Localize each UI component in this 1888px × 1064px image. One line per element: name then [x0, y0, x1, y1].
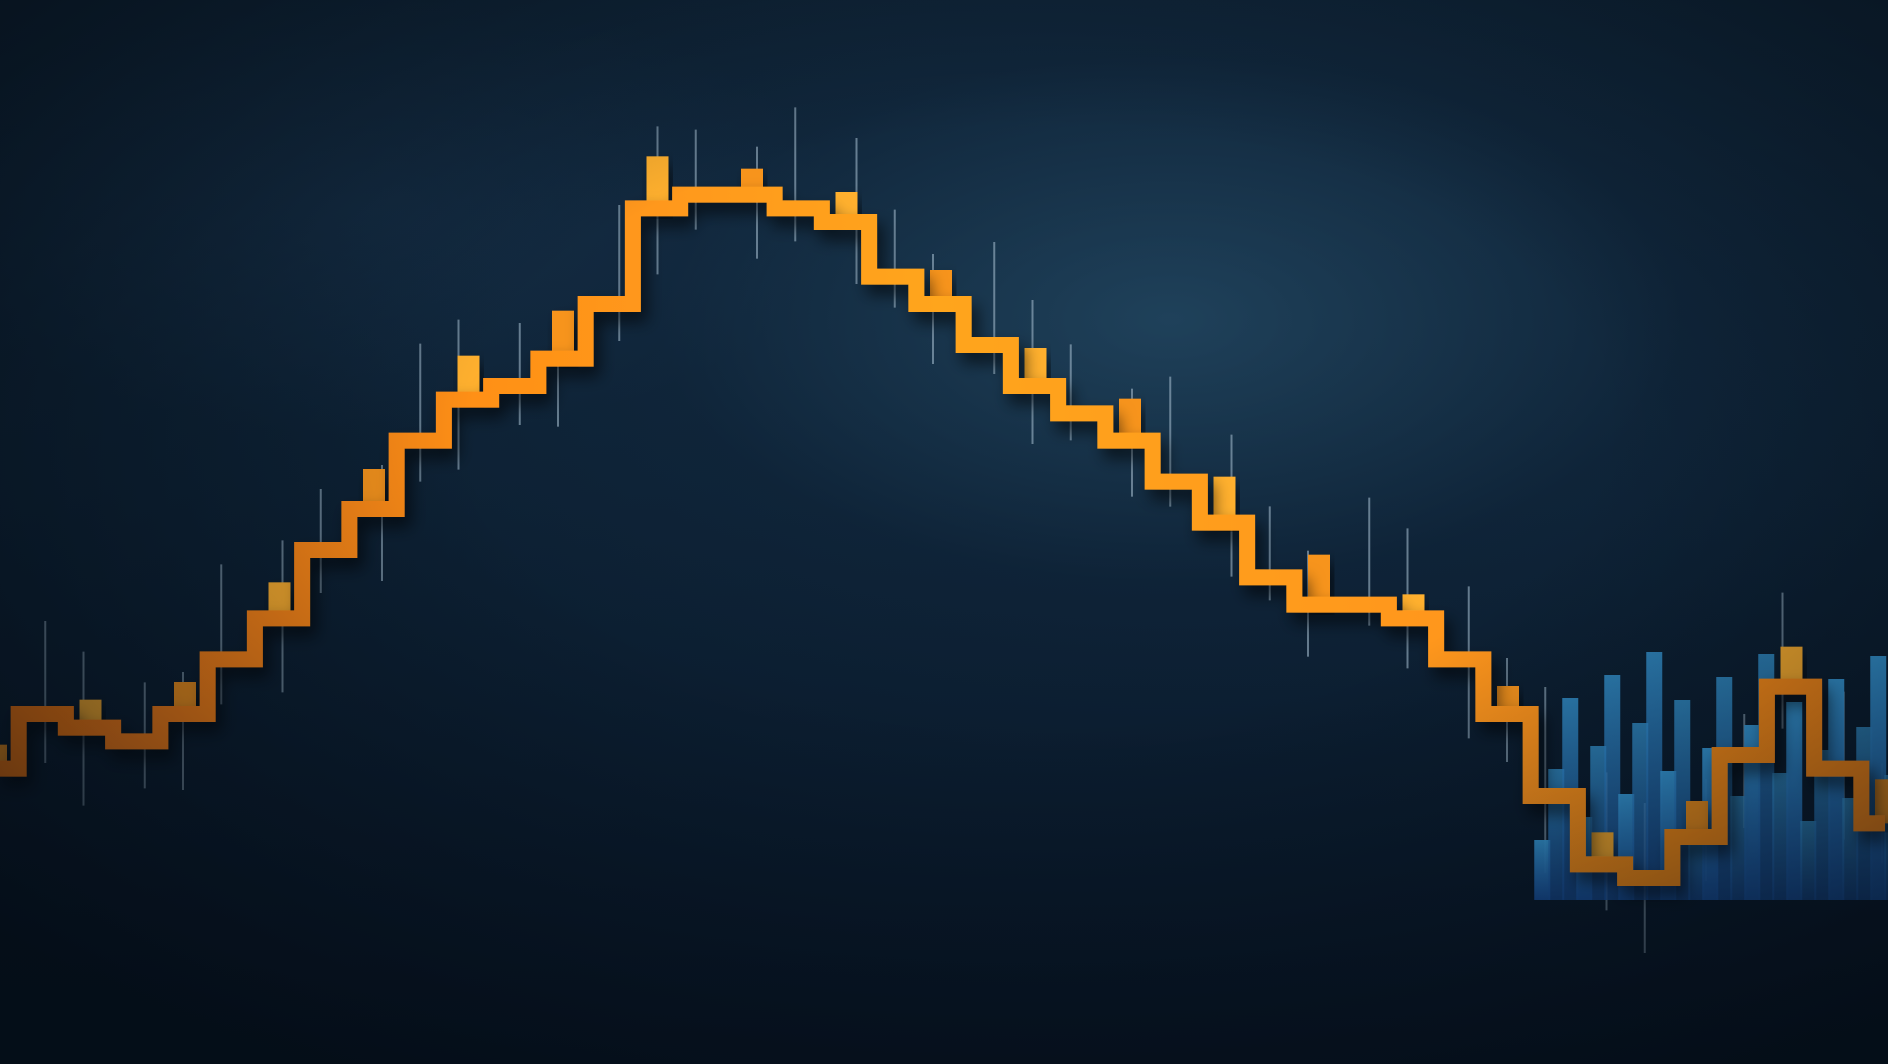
blue-bar-24 — [1870, 656, 1887, 900]
blue-bar-18 — [1786, 702, 1803, 900]
blue-bar-17 — [1772, 773, 1789, 900]
blue-bar-19 — [1800, 821, 1817, 900]
blue-bar-14 — [1730, 796, 1747, 900]
blue-bar-4 — [1590, 746, 1607, 900]
blue-bar-0 — [1534, 840, 1551, 900]
blue-bar-21 — [1828, 679, 1845, 900]
blue-bar-8 — [1646, 652, 1663, 900]
